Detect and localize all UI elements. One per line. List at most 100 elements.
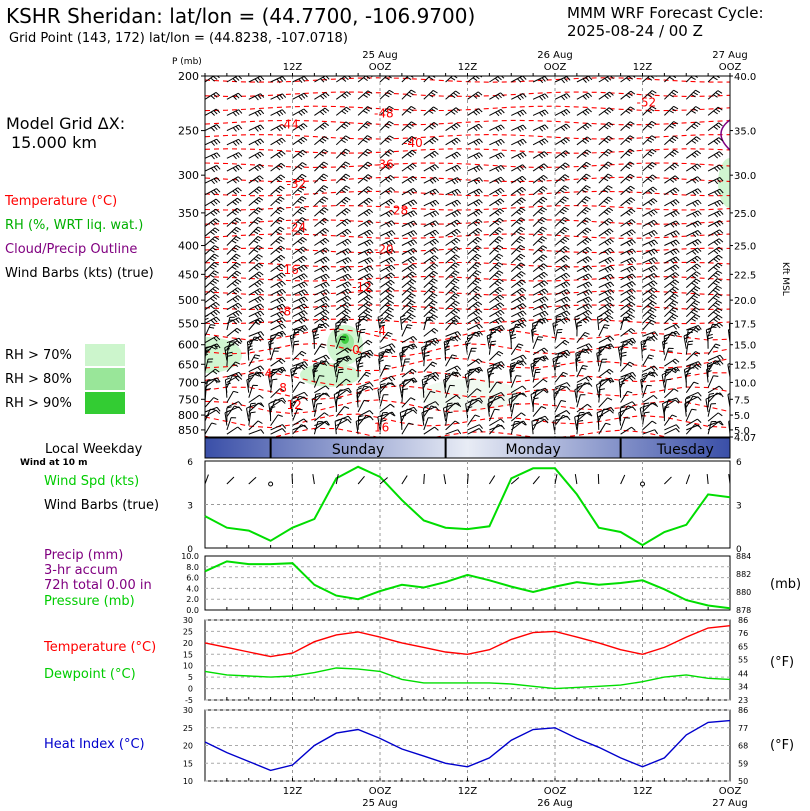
forecast-cycle-label: MMM WRF Forecast Cycle: <box>567 4 764 22</box>
wind-barb <box>510 253 526 264</box>
temp-f-tick-label: 86 <box>738 616 748 625</box>
wind-barb <box>532 347 549 356</box>
legend-pressure: Pressure (mb) <box>44 594 135 609</box>
heat-c-tick-label: 30 <box>183 706 193 715</box>
wind-barb <box>270 137 286 146</box>
wind-barb <box>292 395 305 408</box>
wind-barb <box>270 226 285 237</box>
wind-barb <box>423 164 439 172</box>
wind-barb <box>532 245 548 255</box>
wind-barb <box>467 152 483 160</box>
wind-barb <box>292 424 306 435</box>
wind-barb <box>686 391 702 399</box>
wind-barb <box>664 256 680 264</box>
wind-barb <box>445 402 460 413</box>
wind-barb <box>423 89 438 100</box>
wind-barb <box>532 196 548 207</box>
wind-barb <box>270 236 285 246</box>
bottom-time-label: OOZ <box>544 786 567 797</box>
wind-barb <box>357 362 364 378</box>
wind-barb <box>686 150 702 159</box>
wind-barb <box>511 124 527 132</box>
wind-barb <box>620 375 636 383</box>
wind-barb <box>336 308 352 318</box>
wind-barb <box>443 377 449 393</box>
wind-barb <box>620 390 633 403</box>
wind-barb <box>642 257 658 265</box>
wind-barb <box>685 106 701 116</box>
wind-barb <box>707 385 724 394</box>
wind-barb <box>292 281 308 289</box>
wind-barb <box>642 371 655 383</box>
wind-barb <box>663 347 674 361</box>
wind-barb <box>205 165 221 173</box>
wind-barb <box>401 187 418 196</box>
wind-barb <box>226 109 243 117</box>
wind-barb <box>576 265 593 273</box>
wind-barb <box>314 228 330 237</box>
wind-barb <box>510 244 526 255</box>
wind-barb <box>489 92 505 100</box>
height-tick-label: 5.0 <box>734 411 750 422</box>
wind-barb <box>314 296 330 304</box>
height-tick-label: 12.5 <box>734 360 756 371</box>
wind-barb <box>642 384 652 398</box>
wind-barb <box>510 412 526 422</box>
wind-barb <box>423 292 438 303</box>
wind-barb <box>379 105 394 116</box>
temperature-label: -16 <box>279 263 299 277</box>
wind-barb <box>642 307 657 318</box>
wind-barb <box>467 228 483 237</box>
wind-barb <box>379 364 391 378</box>
wind-barb <box>620 239 636 247</box>
wind-barb <box>598 315 614 324</box>
wind-barb <box>445 411 453 426</box>
wind-barb <box>423 238 439 246</box>
wind-barb <box>598 288 615 297</box>
wind-barb <box>489 187 505 196</box>
wind-barb <box>445 300 460 311</box>
wind-barb <box>576 403 592 413</box>
temp-c-tick-label: -5 <box>185 696 193 705</box>
wind-barb <box>489 286 504 296</box>
wind-barb <box>467 388 482 399</box>
wind-barb <box>423 328 439 337</box>
wind-barb <box>205 138 221 146</box>
wind-barb <box>248 310 265 318</box>
wind-barb <box>379 256 396 265</box>
wind-barb <box>423 106 438 116</box>
wind-barb <box>248 429 265 435</box>
wind-barb <box>205 124 221 132</box>
wind-barb <box>205 188 221 196</box>
wind-barb <box>226 327 242 337</box>
wind-barb <box>226 235 241 246</box>
wind-barb <box>379 394 389 408</box>
wind-barb <box>707 188 724 196</box>
wind-barb <box>445 209 461 218</box>
wind-barb <box>489 302 505 311</box>
wind-barb <box>268 339 274 355</box>
wind-barb <box>270 288 286 297</box>
wind-barb <box>270 162 286 172</box>
legend-precip: Precip (mm) <box>44 548 124 563</box>
wind-barb <box>292 206 307 217</box>
wind-barb <box>664 300 679 311</box>
wind-barb <box>270 76 286 84</box>
wind-barb <box>205 91 221 100</box>
wind-barb <box>467 399 477 413</box>
wind-barb <box>423 247 439 255</box>
wind-barb <box>445 420 460 431</box>
wind-barb <box>620 219 636 227</box>
wind-barb <box>248 319 262 331</box>
wind-barb <box>642 265 658 273</box>
wind-barb <box>642 120 657 131</box>
temperature-contour <box>205 328 730 344</box>
wind-barb <box>554 339 570 350</box>
wind-barb <box>357 135 372 146</box>
wind-barb <box>489 253 504 264</box>
wind-barb <box>205 152 221 160</box>
wind-barb <box>620 361 635 373</box>
wind-tick-label-right: 3 <box>736 502 742 512</box>
wind-barb <box>532 226 547 237</box>
wind-barb <box>467 278 482 288</box>
